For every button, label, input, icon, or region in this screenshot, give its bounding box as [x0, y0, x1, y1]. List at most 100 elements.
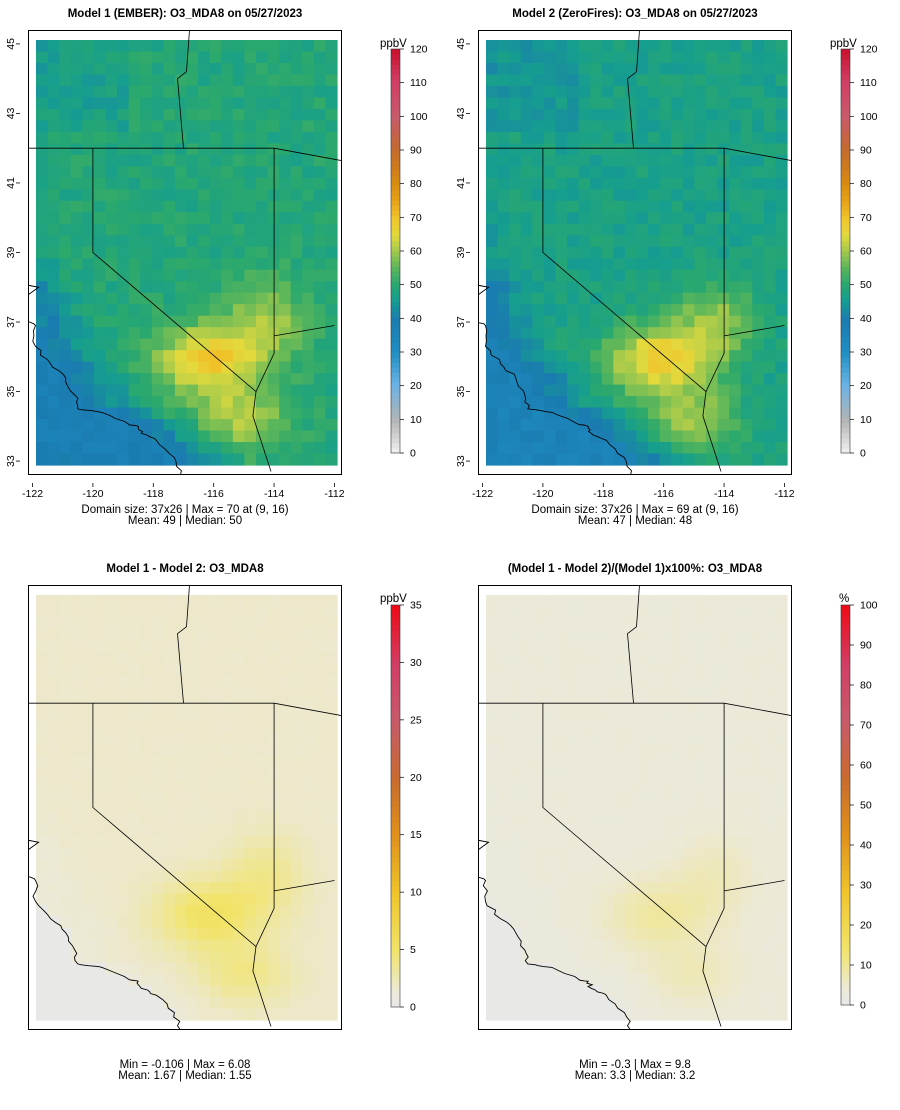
heatmap-cell [694, 767, 707, 780]
heatmap-cell [729, 652, 742, 665]
heatmap-cell [290, 338, 303, 351]
heatmap-cell [117, 131, 130, 144]
heatmap-cell [694, 453, 707, 466]
heatmap-cell [209, 629, 222, 642]
heatmap-cell [232, 292, 245, 305]
heatmap-cell [105, 1008, 118, 1021]
heatmap-cell [117, 870, 130, 883]
heatmap-cell [590, 40, 603, 53]
heatmap-cell [59, 200, 72, 213]
heatmap-cell [267, 74, 280, 87]
heatmap-cell [486, 269, 499, 282]
heatmap-cell [729, 801, 742, 814]
heatmap-cell [105, 675, 118, 688]
heatmap-cell [186, 778, 199, 791]
heatmap-cell [555, 189, 568, 202]
heatmap-cell [244, 200, 257, 213]
heatmap-cell [151, 732, 164, 745]
colorbar-swatch [391, 615, 400, 621]
heatmap-cell [163, 292, 176, 305]
heatmap-cell [244, 801, 257, 814]
heatmap-cell [93, 177, 107, 190]
heatmap-cell [82, 235, 95, 248]
heatmap-cell [659, 430, 672, 443]
heatmap-cell [174, 338, 188, 351]
heatmap-cell [232, 928, 245, 941]
heatmap-cell [717, 143, 730, 156]
heatmap-cell [694, 154, 707, 167]
colorbar-swatch [391, 821, 400, 827]
heatmap-cell [648, 258, 661, 271]
heatmap-cell [636, 893, 649, 906]
heatmap-cell [705, 997, 719, 1010]
heatmap-cell [694, 790, 707, 803]
heatmap-cell [532, 652, 545, 665]
heatmap-cell [729, 131, 742, 144]
heatmap-cell [186, 698, 199, 711]
colorbar-swatch [841, 266, 850, 272]
heatmap-cell [682, 108, 695, 122]
heatmap-cell [775, 292, 788, 305]
heatmap-cell [717, 177, 730, 190]
heatmap-cell [613, 686, 626, 699]
heatmap-cell [186, 327, 199, 340]
heatmap-cell [486, 663, 499, 677]
colorbar-swatch [391, 760, 400, 767]
heatmap-cell [70, 258, 83, 271]
heatmap-cell [763, 698, 777, 711]
heatmap-cell [671, 189, 684, 202]
heatmap-cell [648, 430, 661, 443]
heatmap-cell [244, 108, 257, 122]
colorbar-swatch [841, 336, 850, 343]
heatmap-cell [775, 62, 788, 76]
heatmap-cell [255, 698, 269, 711]
heatmap-cell [682, 200, 695, 213]
heatmap-cell [555, 939, 568, 952]
heatmap-cell [313, 778, 327, 791]
heatmap-cell [520, 732, 533, 745]
heatmap-cell [59, 396, 72, 409]
heatmap-cell [302, 663, 315, 677]
heatmap-cell [163, 640, 176, 654]
heatmap-cell [174, 640, 188, 654]
heatmap-cell [497, 304, 510, 317]
heatmap-cell [128, 396, 141, 409]
heatmap-cell [128, 51, 141, 64]
heatmap-cell [163, 939, 176, 952]
colorbar-swatch [391, 387, 400, 393]
heatmap-cell [244, 790, 257, 803]
heatmap-cell [313, 177, 327, 190]
heatmap-cell [244, 246, 257, 259]
state-border [274, 325, 335, 337]
heatmap-cell [555, 154, 568, 167]
heatmap-cell [244, 396, 257, 409]
heatmap-cell [636, 258, 649, 271]
heatmap-cell [636, 951, 649, 964]
heatmap-cell [578, 120, 591, 133]
heatmap-cell [671, 905, 684, 918]
heatmap-cell [313, 663, 327, 677]
heatmap-cell [82, 200, 95, 213]
colorbar-swatch [391, 99, 400, 106]
heatmap-cell [151, 62, 164, 76]
heatmap-cell [244, 212, 257, 225]
colorbar-swatch [841, 175, 850, 181]
heatmap-cell [128, 373, 141, 386]
heatmap-cell [486, 143, 499, 156]
colorbar-swatch [391, 104, 400, 111]
heatmap-cell [198, 905, 211, 918]
heatmap-cell [520, 258, 533, 271]
heatmap-cell [567, 928, 580, 941]
heatmap-cell [775, 790, 788, 803]
heatmap-cell [601, 361, 614, 374]
heatmap-cell [232, 755, 245, 768]
heatmap-cell [325, 40, 338, 53]
heatmap-cell [567, 767, 580, 780]
heatmap-cell [232, 916, 245, 929]
heatmap-cell [520, 847, 533, 860]
colorbar-swatch [841, 352, 850, 358]
heatmap-cell [613, 338, 626, 351]
heatmap-cell [659, 304, 672, 317]
heatmap-cell [290, 396, 303, 409]
